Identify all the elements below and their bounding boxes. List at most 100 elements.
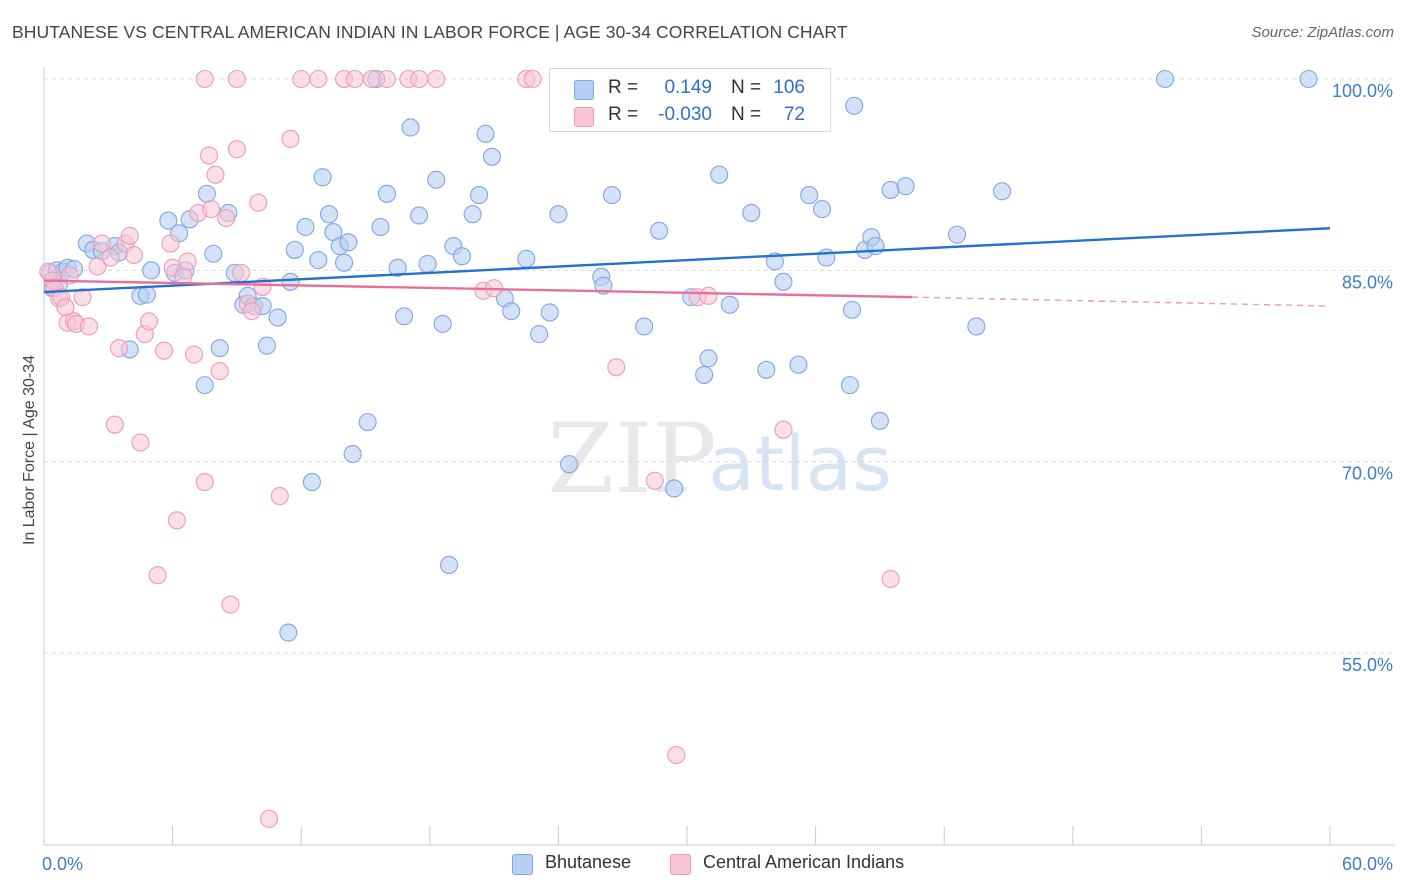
data-point-bhutanese	[401, 118, 420, 137]
data-point-central-american-indians	[88, 257, 107, 276]
data-point-central-american-indians	[217, 208, 236, 228]
watermark-atlas: atlas	[708, 419, 892, 508]
legend-r-label: R =	[608, 77, 639, 98]
data-point-central-american-indians	[178, 252, 197, 271]
data-point-central-american-indians	[210, 362, 229, 381]
trend-line-extension-central-american-indians	[912, 296, 1331, 307]
data-point-central-american-indians	[410, 69, 429, 89]
data-point-central-american-indians	[221, 595, 240, 614]
data-point-bhutanese	[845, 96, 864, 115]
data-point-bhutanese	[842, 300, 862, 319]
legend-n-label: N =	[731, 77, 762, 98]
data-point-central-american-indians	[92, 234, 111, 253]
legend-r-value: 0.149	[664, 77, 712, 98]
data-point-central-american-indians	[362, 69, 381, 89]
data-point-bhutanese	[774, 272, 793, 291]
data-point-bhutanese	[502, 302, 521, 321]
source-label: Source: ZipAtlas.com	[1251, 24, 1394, 41]
data-point-central-american-indians	[253, 277, 272, 296]
series-central-american-indians	[39, 69, 900, 828]
data-point-central-american-indians	[73, 288, 92, 307]
x-tick-label: 60.0%	[1342, 854, 1393, 874]
data-point-bhutanese	[967, 317, 986, 336]
data-point-bhutanese	[470, 186, 489, 205]
data-point-central-american-indians	[109, 339, 129, 358]
data-point-bhutanese	[870, 411, 889, 430]
data-point-central-american-indians	[202, 200, 221, 219]
y-axis-label: In Labor Force | Age 30-34	[21, 354, 38, 546]
legend-r-label: R =	[608, 104, 639, 125]
data-point-bhutanese	[463, 205, 482, 224]
data-point-central-american-indians	[206, 165, 225, 184]
legend-n-label: N =	[731, 104, 762, 125]
data-point-bhutanese	[517, 249, 536, 268]
data-point-bhutanese	[440, 555, 459, 575]
data-point-bhutanese	[1155, 69, 1175, 89]
legend-label: Central American Indians	[703, 852, 905, 872]
data-point-central-american-indians	[124, 245, 144, 265]
data-point-central-american-indians	[292, 69, 311, 89]
data-point-bhutanese	[395, 307, 414, 326]
data-point-bhutanese	[195, 376, 214, 395]
y-tick-label: 55.0%	[1342, 655, 1393, 675]
data-point-bhutanese	[433, 314, 452, 333]
data-point-bhutanese	[476, 124, 495, 143]
data-point-central-american-indians	[523, 69, 542, 89]
data-point-bhutanese	[377, 184, 396, 203]
data-point-central-american-indians	[161, 234, 180, 253]
data-point-bhutanese	[695, 365, 714, 384]
data-point-bhutanese	[948, 225, 967, 244]
data-point-central-american-indians	[699, 286, 718, 305]
data-point-bhutanese	[800, 186, 819, 205]
grid-lines	[44, 78, 1395, 654]
legend-swatch-pink	[574, 107, 594, 127]
data-point-bhutanese	[268, 308, 287, 327]
data-point-bhutanese	[560, 455, 579, 474]
data-point-central-american-indians	[154, 341, 174, 360]
legend-row-bhutanese: R = 0.149 N = 106	[550, 73, 830, 103]
legend-swatch-pink	[670, 854, 691, 875]
data-point-bhutanese	[335, 253, 354, 272]
data-point-bhutanese	[540, 303, 559, 322]
data-point-bhutanese	[452, 247, 472, 266]
data-point-bhutanese	[210, 339, 229, 358]
data-point-central-american-indians	[645, 471, 664, 490]
y-tick-label: 100.0%	[1332, 81, 1393, 101]
data-point-central-american-indians	[232, 263, 251, 282]
y-tick-label: 70.0%	[1342, 464, 1393, 484]
data-point-bhutanese	[296, 217, 315, 237]
data-point-bhutanese	[388, 258, 407, 277]
data-point-bhutanese	[371, 217, 390, 237]
data-point-bhutanese	[993, 182, 1012, 201]
data-point-bhutanese	[204, 244, 223, 263]
data-point-bhutanese	[710, 165, 729, 184]
data-point-bhutanese	[594, 276, 613, 295]
data-point-central-american-indians	[195, 473, 214, 492]
data-point-bhutanese	[309, 251, 328, 270]
data-point-central-american-indians	[105, 415, 124, 434]
data-point-central-american-indians	[427, 69, 446, 89]
data-point-bhutanese	[549, 205, 568, 224]
data-point-bhutanese	[602, 186, 622, 205]
stats-legend: R = 0.149 N = 106 R = -0.030 N = 72	[549, 68, 831, 132]
trend-lines	[43, 227, 1331, 307]
data-point-central-american-indians	[60, 266, 79, 285]
data-point-central-american-indians	[881, 569, 900, 589]
data-point-bhutanese	[257, 336, 276, 355]
data-point-bhutanese	[320, 205, 339, 224]
x-tick-label: 0.0%	[42, 854, 83, 874]
data-point-bhutanese	[343, 444, 362, 464]
data-point-bhutanese	[635, 317, 654, 336]
data-point-bhutanese	[358, 413, 377, 432]
data-point-bhutanese	[1299, 69, 1318, 89]
data-point-bhutanese	[482, 147, 502, 166]
data-point-bhutanese	[159, 211, 178, 230]
data-point-central-american-indians	[309, 69, 328, 89]
chart-title: BHUTANESE VS CENTRAL AMERICAN INDIAN IN …	[12, 22, 848, 42]
data-point-central-american-indians	[167, 511, 186, 530]
data-point-bhutanese	[339, 233, 358, 252]
legend-n-value: 72	[783, 104, 805, 125]
data-point-central-american-indians	[184, 345, 204, 364]
data-point-bhutanese	[279, 623, 298, 642]
y-tick-label: 85.0%	[1342, 272, 1393, 292]
